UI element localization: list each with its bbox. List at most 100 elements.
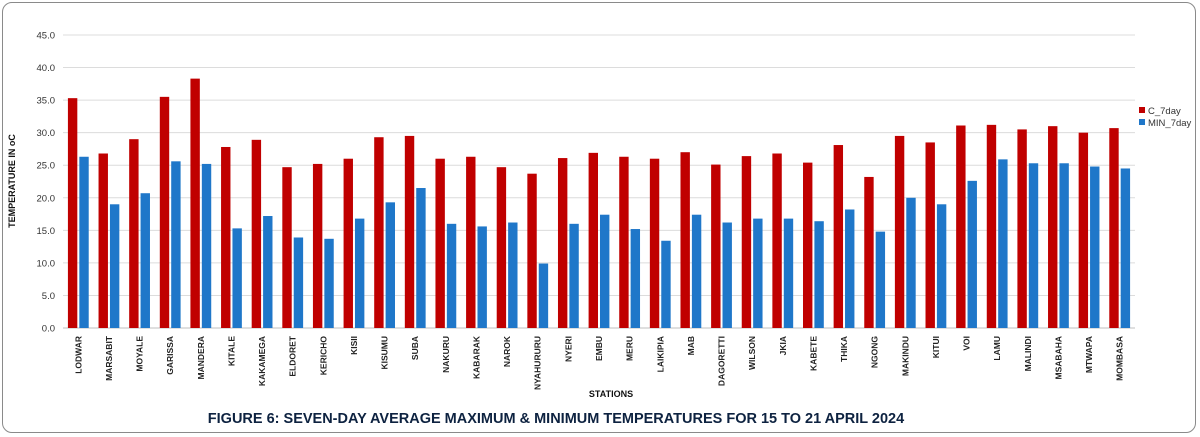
bar-min-temp bbox=[140, 193, 150, 328]
x-tick-label: NAKURU bbox=[441, 336, 451, 373]
x-tick-label: GARISSA bbox=[165, 336, 175, 375]
bar-max-temp bbox=[894, 135, 905, 328]
bar-min-temp bbox=[477, 226, 487, 328]
y-tick-label: 15.0 bbox=[37, 226, 56, 237]
bar-max-temp bbox=[864, 176, 874, 328]
y-tick-label: 25.0 bbox=[37, 161, 56, 172]
bar-min-temp bbox=[1090, 166, 1100, 328]
bar-min-temp bbox=[998, 159, 1008, 328]
x-axis-ticks: LODWAR MARSABIT MOYALE GARISSA MANDERA KITALE… bbox=[73, 335, 1124, 390]
bar-max-temp bbox=[343, 158, 353, 328]
bar-min-temp bbox=[416, 188, 426, 328]
bar-max-temp bbox=[1048, 126, 1058, 329]
x-tick-label: KISII bbox=[349, 336, 359, 355]
x-tick-label: KABETE bbox=[808, 336, 818, 371]
bar-min-temp bbox=[936, 204, 947, 328]
bar-max-temp bbox=[190, 78, 200, 328]
bar-min-temp bbox=[1028, 163, 1039, 328]
bar-max-temp bbox=[588, 152, 598, 328]
x-tick-label: DAGORETTI bbox=[717, 336, 727, 386]
bar-min-temp bbox=[508, 222, 518, 328]
legend-swatch-max bbox=[1139, 107, 1145, 113]
bar-max-temp bbox=[956, 125, 966, 328]
bar-max-temp bbox=[925, 142, 935, 328]
bar-max-temp bbox=[527, 173, 537, 328]
bar-min-temp bbox=[232, 228, 242, 328]
y-tick-label: 35.0 bbox=[37, 96, 56, 107]
y-tick-label: 5.0 bbox=[42, 291, 55, 302]
x-tick-label: ELDORET bbox=[288, 335, 298, 376]
x-tick-label: NGONG bbox=[870, 336, 880, 369]
legend-swatch-min bbox=[1139, 119, 1145, 125]
bar-max-temp bbox=[129, 139, 139, 328]
y-tick-label: 45.0 bbox=[37, 31, 56, 42]
bar-min-temp bbox=[967, 180, 977, 328]
bar-min-temp bbox=[171, 161, 181, 328]
bar-min-temp bbox=[906, 197, 916, 328]
x-tick-label: VOI bbox=[962, 336, 972, 351]
x-tick-label: MERU bbox=[625, 336, 635, 361]
x-axis-title: STATIONS bbox=[589, 389, 633, 399]
bar-min-temp bbox=[263, 216, 273, 328]
bar-min-temp bbox=[845, 209, 855, 328]
legend: C_7day MIN_7day bbox=[1139, 106, 1192, 129]
bar-max-temp bbox=[772, 153, 782, 328]
x-tick-label: KABARAK bbox=[471, 335, 481, 379]
bar-min-temp bbox=[661, 240, 671, 328]
x-tick-label: MSABAHA bbox=[1053, 336, 1063, 379]
y-tick-label: 10.0 bbox=[37, 258, 56, 269]
bars bbox=[67, 78, 1131, 329]
bar-max-temp bbox=[374, 137, 384, 328]
x-tick-label: MAKINDU bbox=[900, 336, 910, 376]
x-tick-label: KITALE bbox=[226, 336, 236, 366]
bar-min-temp bbox=[753, 218, 763, 328]
x-tick-label: NYERI bbox=[563, 336, 573, 362]
x-tick-label: MANDERA bbox=[196, 336, 206, 379]
bar-max-temp bbox=[496, 167, 507, 328]
bar-max-temp bbox=[833, 145, 844, 328]
bar-max-temp bbox=[282, 167, 292, 328]
bar-max-temp bbox=[98, 153, 108, 328]
x-tick-label: SUBA bbox=[410, 336, 420, 360]
bar-max-temp bbox=[649, 158, 660, 328]
bar-max-temp bbox=[312, 163, 323, 328]
bar-max-temp bbox=[1109, 128, 1119, 328]
x-tick-label: NYAHURURU bbox=[533, 336, 543, 390]
bar-min-temp bbox=[569, 223, 579, 328]
bar-min-temp bbox=[79, 156, 89, 328]
y-tick-label: 20.0 bbox=[37, 193, 56, 204]
bar-min-temp bbox=[446, 223, 457, 328]
y-tick-label: 0.0 bbox=[42, 324, 55, 335]
bar-max-temp bbox=[251, 139, 262, 328]
bar-min-temp bbox=[691, 214, 702, 328]
bar-min-temp bbox=[354, 218, 365, 328]
bar-max-temp bbox=[466, 156, 476, 328]
bar-max-temp bbox=[1017, 129, 1027, 328]
bar-min-temp bbox=[722, 222, 732, 328]
bar-min-temp bbox=[324, 238, 334, 328]
bar-min-temp bbox=[385, 202, 395, 328]
bar-max-temp bbox=[67, 98, 78, 328]
bar-min-temp bbox=[538, 263, 549, 328]
bar-max-temp bbox=[711, 164, 721, 328]
bar-min-temp bbox=[783, 218, 794, 328]
bar-max-temp bbox=[1078, 132, 1089, 328]
bar-max-temp bbox=[680, 152, 690, 328]
bar-max-temp bbox=[803, 162, 813, 328]
bar-max-temp bbox=[159, 96, 170, 328]
bar-min-temp bbox=[201, 163, 212, 328]
x-tick-label: KISUMU bbox=[380, 336, 390, 370]
bar-max-temp bbox=[221, 146, 231, 328]
bar-min-temp bbox=[600, 214, 610, 328]
x-tick-label: KITUI bbox=[931, 336, 941, 358]
x-tick-label: KERICHO bbox=[318, 336, 328, 376]
x-tick-label: WILSON bbox=[747, 336, 757, 370]
bar-min-temp bbox=[1120, 168, 1131, 328]
legend-label-min: MIN_7day bbox=[1148, 118, 1192, 129]
bar-min-temp bbox=[109, 204, 120, 328]
x-tick-label: JKIA bbox=[778, 336, 788, 355]
x-tick-label: LAMU bbox=[992, 336, 1002, 361]
x-tick-label: MOYALE bbox=[135, 336, 145, 372]
